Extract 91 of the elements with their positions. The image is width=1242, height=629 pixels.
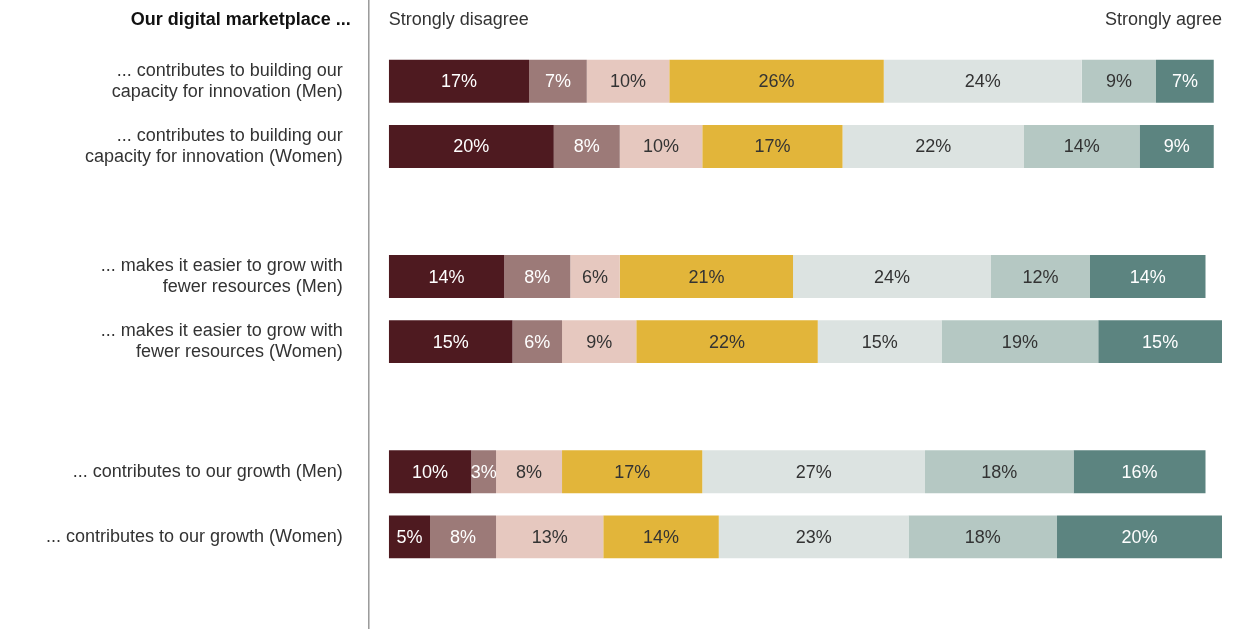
data-label: 17% — [440, 71, 477, 92]
bar — [1139, 124, 1214, 168]
data-label: 19% — [1001, 331, 1038, 352]
bar — [504, 255, 571, 299]
y-tick-label: ... makes it easier to grow with fewer resources (Men) — [100, 254, 343, 297]
data-label: 9% — [1163, 136, 1190, 157]
data-label: 9% — [586, 331, 613, 352]
data-label: 24% — [964, 71, 1001, 92]
bar — [388, 320, 513, 364]
bar — [817, 320, 942, 364]
bar — [388, 59, 530, 103]
data-label: 3% — [470, 461, 497, 482]
text: Strongly disagree — [388, 8, 529, 29]
bar — [570, 255, 620, 299]
data-label: 10% — [643, 136, 680, 157]
bar — [388, 255, 505, 299]
bar — [1090, 255, 1206, 299]
data-label: 17% — [754, 136, 791, 157]
data-label: 7% — [544, 71, 571, 92]
bar — [636, 320, 818, 364]
data-label: 22% — [709, 331, 746, 352]
bar — [1024, 124, 1140, 168]
bar — [603, 515, 719, 559]
data-label: 21% — [688, 266, 725, 287]
data-label: 18% — [964, 526, 1001, 547]
bar — [991, 255, 1091, 299]
data-label: 26% — [758, 71, 795, 92]
data-label: 10% — [610, 71, 647, 92]
data-label: 10% — [412, 461, 449, 482]
y-tick-label: ... contributes to our growth (Men) — [72, 460, 343, 481]
data-label: 14% — [643, 526, 680, 547]
data-label: 7% — [1171, 71, 1198, 92]
bar — [619, 124, 703, 168]
bar — [496, 450, 563, 494]
bar — [941, 320, 1099, 364]
data-label: 8% — [524, 266, 551, 287]
bar — [562, 320, 637, 364]
y-tick-label: ... makes it easier to grow with fewer resources (Women) — [100, 319, 343, 362]
bar — [842, 124, 1025, 168]
data-label: 8% — [450, 526, 477, 547]
bar — [908, 515, 1058, 559]
data-label: 12% — [1022, 266, 1059, 287]
bar — [925, 450, 1074, 494]
bar — [496, 515, 604, 559]
data-label: 15% — [432, 331, 469, 352]
bar — [702, 124, 843, 168]
bar — [793, 255, 992, 299]
data-label: 16% — [1121, 461, 1158, 482]
data-label: 9% — [1105, 71, 1132, 92]
text: Strongly agree — [1104, 8, 1222, 29]
bar — [529, 59, 587, 103]
data-label: 8% — [516, 461, 543, 482]
data-label: 15% — [861, 331, 898, 352]
bar — [1073, 450, 1206, 494]
data-label: 6% — [582, 266, 609, 287]
bar — [1098, 320, 1222, 364]
y-tick-label: ... contributes to our growth (Women) — [45, 525, 343, 546]
bar — [1057, 515, 1222, 559]
data-label: 27% — [795, 461, 832, 482]
data-label: 5% — [396, 526, 423, 547]
bar — [388, 450, 472, 494]
data-label: 24% — [874, 266, 911, 287]
data-label: 22% — [915, 136, 952, 157]
bar — [1081, 59, 1156, 103]
y-tick-label: ... contributes to building our capacity for innovation (Women) — [84, 124, 343, 167]
data-label: 20% — [1121, 526, 1158, 547]
bar — [562, 450, 703, 494]
bar — [388, 124, 554, 168]
data-label: 14% — [1063, 136, 1100, 157]
data-label: 8% — [573, 136, 600, 157]
bar — [669, 59, 884, 103]
data-label: 17% — [614, 461, 651, 482]
data-label: 23% — [795, 526, 832, 547]
bar — [512, 320, 563, 364]
bar — [586, 59, 670, 103]
data-label: 6% — [524, 331, 551, 352]
bar — [883, 59, 1082, 103]
bar — [619, 255, 794, 299]
data-label: 18% — [981, 461, 1018, 482]
bar — [718, 515, 909, 559]
text: Our digital marketplace ... — [130, 8, 351, 29]
bar — [553, 124, 620, 168]
data-label: 14% — [1129, 266, 1166, 287]
data-label: 15% — [1142, 331, 1179, 352]
bar — [1156, 59, 1214, 103]
bar — [702, 450, 926, 494]
data-label: 20% — [453, 136, 490, 157]
bar — [430, 515, 497, 559]
data-label: 14% — [428, 266, 465, 287]
y-tick-label: ... contributes to building our capacity for innovation (Men) — [111, 59, 343, 102]
data-label: 13% — [531, 526, 568, 547]
